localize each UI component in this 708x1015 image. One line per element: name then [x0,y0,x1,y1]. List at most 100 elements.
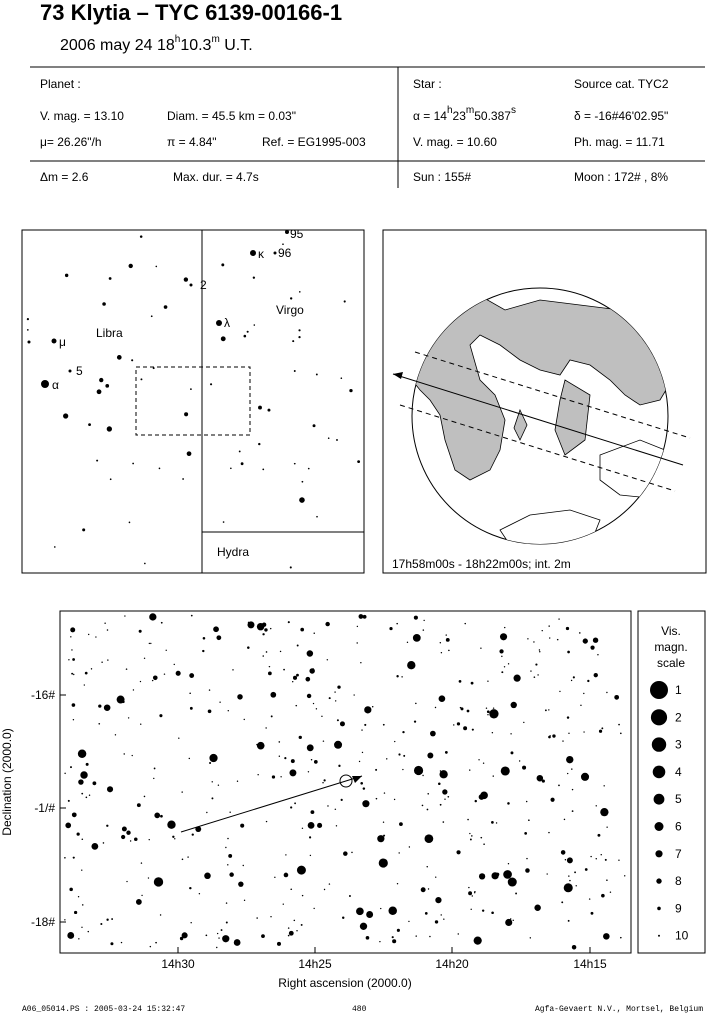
star [362,614,367,619]
star [195,826,202,833]
star [396,622,398,625]
star [568,732,570,735]
star [179,936,184,941]
legend-label: 4 [675,765,682,779]
star [527,638,529,640]
star [243,334,247,338]
star [108,277,112,280]
legend-label: 1 [675,683,682,697]
star [382,723,385,726]
star [186,451,192,457]
star [131,359,134,362]
star [284,757,287,760]
star [98,722,101,725]
star [328,883,331,885]
legend-dot [650,681,668,699]
date: 2006 may 24 18h10.3m U.T. [60,34,253,54]
star [240,823,245,828]
star [280,776,282,778]
star [296,930,298,932]
star [618,723,620,726]
star [292,340,295,343]
footer-file: A06_05014.PS : 2005-03-24 15:32:47 [22,1005,185,1014]
star [349,388,353,393]
star-label: μ [59,335,66,349]
star [67,799,70,802]
star [106,426,112,432]
star [364,723,367,726]
star [426,808,429,811]
star [422,774,424,777]
star [340,798,343,801]
star [567,650,570,654]
mu: μ= 26.26"/h [40,135,102,149]
star [253,324,256,326]
star [618,859,620,861]
star [219,701,221,703]
constellation: Virgo [276,303,304,317]
star [456,850,461,855]
globe-caption: 17h58m00s - 18h22m00s; int. 2m [392,557,571,571]
star [491,732,494,734]
legend-dot [657,906,661,911]
star [489,709,499,719]
star [538,649,541,651]
star [227,837,229,840]
star-label: 95 [290,227,304,241]
star [620,732,622,735]
star [595,858,597,860]
star [298,329,301,332]
star-label: κ [258,247,265,261]
star [552,734,556,738]
star [471,895,473,897]
star [316,515,318,518]
star [106,629,109,631]
star [232,669,234,671]
star [375,768,378,771]
star [464,622,466,625]
star [159,714,163,718]
star [560,850,566,855]
star [262,468,265,471]
star [364,706,372,714]
star [294,802,296,805]
star [126,830,131,835]
legend-label: 8 [675,874,682,888]
star [276,941,282,946]
star [398,852,400,854]
star [389,626,393,631]
star [69,887,73,892]
legend-title: Vis. [661,624,681,638]
star [601,727,604,730]
star [480,647,482,649]
y-tick-label: -18# [31,915,55,929]
star [491,821,494,824]
star [41,380,49,388]
star [413,615,418,620]
star [534,904,541,912]
star [408,846,411,848]
star [309,668,315,674]
star [482,762,485,764]
star [189,283,193,287]
star [182,478,185,480]
star [388,906,397,916]
star [153,767,156,770]
star [274,876,276,879]
star [209,761,212,764]
star [402,768,404,771]
finder-frame [21,229,365,574]
star [445,637,450,642]
star [427,752,434,759]
star [434,706,437,709]
star [187,856,189,858]
star [522,765,527,770]
star [206,811,208,814]
star [140,723,142,725]
star [426,866,428,868]
star [334,700,337,702]
star [424,834,434,844]
star [237,694,243,700]
star [78,779,84,785]
